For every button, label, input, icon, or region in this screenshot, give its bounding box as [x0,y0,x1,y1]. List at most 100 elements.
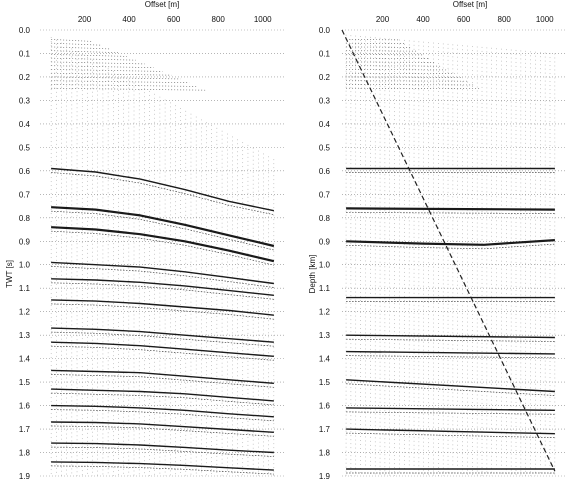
direct-wave-band [51,46,110,50]
y-tick-label: 0.7 [319,190,331,199]
y-tick-label: 1.7 [319,425,331,434]
reflection-event [51,299,274,316]
y-tick-label: 0.7 [19,190,31,199]
reflection-event [51,404,274,418]
y-tick-label: 1.6 [319,402,331,411]
reflection-event [346,207,555,211]
reflection-event-sidelobe [346,338,555,342]
reflection-event-sidelobe [51,409,274,422]
direct-wave-band [51,72,172,76]
y-tick-label: 0.6 [319,167,331,176]
x-axis-title: Offset [m] [453,0,488,9]
y-tick-label: 0.0 [19,26,31,35]
y-tick-label: 0.1 [319,49,331,58]
direct-wave-band [346,65,443,67]
reflection-event [346,350,555,355]
reflection-event-sidelobe [51,172,274,216]
reflection-event [51,388,274,402]
direct-wave-band [51,87,208,91]
reflection-event-sidelobe [346,432,555,439]
reflection-event-sidelobe [51,282,274,300]
direct-wave-band [346,54,424,56]
direct-wave-band [346,76,461,78]
y-tick-label: 0.9 [319,237,331,246]
y-tick-label: 1.8 [19,449,31,458]
reflection-event-sidelobe [51,345,274,361]
y-tick-label: 0.8 [319,214,331,223]
x-tick-label: 400 [416,15,430,24]
direct-wave-band [51,42,101,46]
direct-wave-band [346,46,411,48]
y-tick-label: 0.2 [19,73,31,82]
y-tick-label: 1.3 [319,331,331,340]
reflection-event [51,206,275,248]
direct-wave-band [346,42,405,44]
y-axis-title: Depth [km] [308,255,317,294]
y-tick-label: 1.8 [319,449,331,458]
direct-wave-band [346,50,418,52]
x-tick-label: 200 [78,15,92,24]
twt-panel: Offset [m] TWT [s] 0.0 0.1 0.2 0.3 0.4 0.5 0.6… [5,0,285,479]
direct-wave-band [51,54,127,57]
reflection-event [51,369,274,384]
y-tick-label: 1.3 [19,331,31,340]
x-tick-label: 200 [376,15,390,24]
direct-wave-band [346,39,399,41]
direct-wave-band [346,57,430,60]
y-tick-label: 1.2 [19,308,31,317]
dashed-diagonal-line [341,29,556,472]
y-tick-label: 0.0 [319,26,331,35]
reflection-event [51,421,274,433]
direct-wave-band [51,39,92,42]
reflection-event [346,334,555,339]
y-tick-label: 1.4 [319,355,331,364]
x-axis-title: Offset [m] [145,0,180,9]
y-tick-label: 0.5 [319,143,331,152]
reflection-event [346,239,555,246]
direct-wave-band [346,80,468,82]
y-tick-label: 0.4 [319,120,331,129]
reflection-event-sidelobe [51,303,274,320]
y-tick-label: 1.7 [19,425,31,434]
y-tick-label: 0.5 [19,143,31,152]
seismic-traces [345,34,556,476]
reflection-event-sidelobe [51,266,274,288]
y-tick-label: 1.5 [19,378,31,387]
x-tick-label: 800 [498,15,512,24]
y-tick-label: 1.1 [319,284,331,293]
direct-wave-band [346,84,474,86]
direct-wave-band [51,84,199,87]
y-tick-label: 0.6 [19,167,31,176]
y-tick-label: 0.9 [19,237,31,246]
reflection-event [51,341,274,357]
reflection-event-sidelobe [51,465,274,475]
reflection-event-sidelobe [51,425,274,437]
reflection-event-sidelobe [346,212,555,214]
y-tick-label: 0.4 [19,120,31,129]
reflection-event [51,278,274,296]
x-tick-label: 600 [167,15,181,24]
reflection-event [51,327,274,343]
direct-wave-band [346,72,455,75]
x-tick-label: 600 [457,15,471,24]
depth-panel: Offset [m] Depth [km] 0.0 0.1 0.2 0.3 0.4 0.5… [308,0,565,479]
reflection-event [346,407,555,411]
y-tick-label: 1.1 [19,284,31,293]
reflection-event [51,261,274,285]
reflection-event-sidelobe [346,383,555,396]
reflection-event [51,167,275,212]
reflection-event-sidelobe [51,331,274,347]
direct-wave-band [51,57,136,61]
reflection-event [346,428,555,435]
y-tick-label: 1.4 [19,355,31,364]
x-tick-label: 800 [212,15,226,24]
y-tick-label: 0.3 [19,96,31,105]
reflection-event-sidelobe [51,392,274,406]
reflection-event-sidelobe [51,446,274,457]
direct-wave-band [51,65,154,69]
direct-wave-band [346,61,436,63]
reflection-event [346,379,555,393]
y-tick-label: 0.1 [19,49,31,58]
direct-wave-band [51,76,181,80]
direct-wave-band [51,80,190,84]
